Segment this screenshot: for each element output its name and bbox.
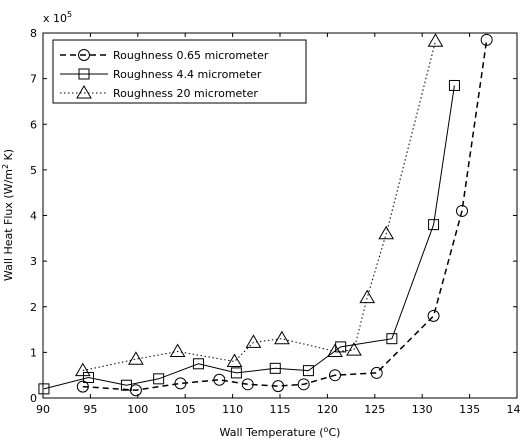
y-tick-label: 4: [30, 210, 37, 223]
y-tick-label: 5: [30, 164, 37, 177]
data-point-circle: [76, 380, 89, 393]
data-point-circle: [427, 309, 440, 322]
data-point-circle: [297, 378, 310, 391]
data-point-square: [386, 333, 398, 345]
x-tick-label: 120: [317, 403, 338, 416]
data-point-circle: [480, 33, 493, 46]
data-point-triangle: [169, 343, 186, 357]
x-tick-label: 90: [36, 403, 50, 416]
legend-marker-triangle: [76, 85, 92, 99]
y-multiplier-exponent: 5: [67, 10, 72, 19]
x-tick-label: 105: [175, 403, 196, 416]
data-point-square: [230, 367, 242, 379]
y-multiplier: x 105: [43, 10, 72, 25]
x-tick-label: 125: [364, 403, 385, 416]
data-point-circle: [241, 378, 254, 391]
series-line: [82, 39, 488, 391]
data-point-square: [428, 219, 440, 231]
legend-marker-circle: [78, 49, 90, 61]
data-point-square: [335, 341, 347, 353]
legend: Roughness 0.65 micrometer Roughness 4.4 m…: [52, 39, 307, 104]
data-point-circle: [456, 204, 469, 217]
x-tick-label: 110: [222, 403, 243, 416]
x-tick-label: 115: [270, 403, 291, 416]
data-point-triangle: [346, 342, 362, 356]
legend-label: Roughness 0.65 micrometer: [113, 49, 269, 62]
data-point-square: [38, 383, 50, 395]
legend-marker-square: [78, 68, 90, 80]
y-tick-label: 1: [30, 346, 37, 359]
x-tick-label: 100: [127, 403, 148, 416]
data-point-triangle: [427, 33, 444, 47]
y-axis-label: Wall Heat Flux (W/m2 K): [1, 149, 15, 281]
data-point-triangle: [128, 351, 144, 365]
data-point-square: [302, 365, 314, 377]
series-square: [38, 79, 460, 395]
data-point-triangle: [359, 289, 376, 304]
data-point-circle: [213, 373, 226, 386]
data-point-triangle: [378, 225, 395, 240]
series-circle: [76, 33, 493, 397]
legend-label: Roughness 4.4 micrometer: [113, 68, 262, 81]
legend-items: Roughness 0.65 micrometer Roughness 4.4 m…: [60, 49, 269, 100]
data-point-square: [448, 79, 460, 91]
data-point-triangle: [74, 362, 91, 377]
x-tick-label: 130: [412, 403, 433, 416]
series-triangle: [74, 33, 444, 377]
x-tick-label: 95: [83, 403, 97, 416]
x-tick-label: 140: [507, 403, 520, 416]
x-axis-label: Wall Temperature (oC): [220, 425, 341, 439]
series-layer: [38, 33, 493, 397]
series-line: [82, 41, 436, 372]
data-point-circle: [370, 366, 383, 379]
data-point-circle: [328, 369, 341, 382]
data-point-circle: [272, 380, 285, 393]
data-point-triangle: [226, 353, 243, 367]
y-tick-label: 7: [30, 73, 37, 86]
data-point-triangle: [245, 334, 262, 348]
y-tick-label: 6: [30, 118, 37, 131]
legend-box: [52, 39, 307, 104]
series-line: [43, 85, 455, 390]
axis-ticks: 90 95 100 105 110 115 120 125 130 135 140 0 1 2 3 4 5 6 7 8: [30, 27, 520, 416]
data-point-triangle: [274, 330, 290, 345]
data-point-square: [192, 358, 204, 370]
data-point-square: [120, 379, 132, 391]
data-point-circle: [174, 377, 187, 390]
x-tick-label: 135: [459, 403, 480, 416]
data-point-square: [153, 373, 165, 385]
data-point-triangle: [327, 343, 343, 357]
legend-label: Roughness 20 micrometer: [113, 87, 258, 100]
y-tick-label: 3: [30, 255, 37, 268]
y-tick-label: 2: [30, 301, 37, 314]
y-tick-label: 0: [30, 392, 37, 405]
data-point-square: [269, 362, 281, 374]
y-tick-label: 8: [30, 27, 37, 40]
